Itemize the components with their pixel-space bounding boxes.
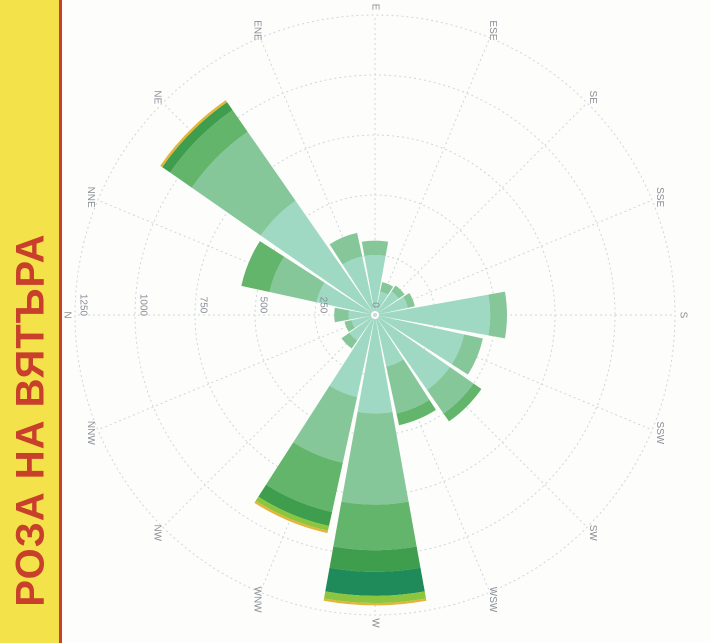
radial-tick-label: 500	[257, 297, 268, 314]
direction-label-nnw: NNW	[85, 421, 96, 445]
direction-label-wsw: WSW	[487, 587, 498, 613]
bar-segment-wsw-3	[396, 399, 436, 426]
bar-segment-w-5	[325, 567, 425, 596]
bar-segment-ene-1	[342, 256, 375, 312]
radial-tick-label: 1000	[137, 294, 148, 317]
grid-spoke	[374, 102, 588, 316]
bar-segment-ne-4	[162, 102, 233, 173]
direction-label-se: SE	[587, 91, 598, 105]
bar-segment-w-7	[323, 598, 427, 606]
bar-segment-ssw-1	[378, 315, 465, 365]
bar-segment-wsw-2	[386, 359, 430, 414]
direction-label-s: S	[677, 312, 688, 319]
wind-bars	[160, 100, 507, 606]
bar-segment-nnw-2	[344, 320, 355, 332]
bar-segment-nne-1	[316, 282, 372, 315]
wind-rose-svg: N NNE NE ENE E ESE SE SSE S SSW SW WSW W WNW NW NNW 0 250…	[64, 4, 688, 629]
bar-segment-w-6	[323, 591, 427, 603]
grid-spoke	[162, 314, 376, 528]
bar-segment-w-3	[333, 501, 417, 551]
radial-tick-label: 250	[317, 297, 328, 314]
radial-tick-labels: 0 250 500 750 1000 1250	[77, 294, 380, 317]
bar-segment-sse-1	[378, 296, 408, 315]
bar-segment-nw-1	[349, 317, 373, 341]
direction-label-sse: SSE	[654, 187, 665, 207]
bar-segment-wnw-4	[258, 484, 333, 527]
bar-segment-nnw-1	[351, 315, 372, 328]
bar-segment-wnw-6	[255, 496, 329, 531]
direction-label-ne: NE	[152, 90, 163, 104]
direction-label-n: N	[64, 311, 72, 318]
grid-spoke	[97, 314, 376, 431]
bar-segment-n-1	[348, 310, 372, 320]
radial-tick-label: 1250	[77, 294, 88, 317]
grid-spoke	[374, 37, 491, 316]
bar-segment-ne-2	[191, 131, 296, 236]
bar-segment-nne-2	[269, 256, 325, 303]
bar-segment-se-1	[377, 291, 399, 313]
direction-label-ene: ENE	[251, 20, 262, 41]
radial-tick-label: 750	[197, 297, 208, 314]
bar-segment-wnw-2	[293, 385, 358, 463]
radial-tick-label: 0	[369, 302, 380, 308]
bar-segment-n-2	[334, 307, 350, 323]
direction-label-ssw: SSW	[654, 421, 665, 444]
bar-segment-w-1	[357, 318, 393, 414]
direction-label-sw: SW	[587, 525, 598, 542]
bar-segment-sw-3	[443, 383, 482, 422]
bar-segment-e-2	[361, 240, 389, 256]
bar-segment-wnw-3	[266, 442, 343, 512]
grid-spoke	[374, 199, 653, 316]
bar-segment-ssw-2	[451, 334, 483, 375]
bar-segment-ne-7	[160, 100, 228, 168]
bar-segment-wnw-7	[254, 500, 328, 534]
bar-segment-ene-2	[329, 232, 363, 265]
direction-labels: N NNE NE ENE E ESE SE SSE S SSW SW WSW W WNW NW NNW	[64, 4, 688, 629]
bar-segment-nne-3	[241, 241, 285, 292]
bar-segment-wnw-1	[329, 318, 375, 398]
page-title: РОЗА НА ВЯТЪРА	[8, 233, 53, 607]
direction-label-nne: NNE	[85, 187, 96, 208]
direction-label-nw: NW	[152, 524, 163, 541]
bar-segment-sw-1	[377, 317, 450, 390]
direction-label-w: W	[369, 618, 380, 628]
bar-segment-e-1	[364, 254, 386, 312]
bar-segment-s-2	[488, 291, 507, 339]
bar-segment-wsw-1	[375, 318, 404, 367]
bar-segment-ese-1	[375, 291, 388, 312]
bar-segment-nw-2	[341, 332, 358, 349]
bar-segment-sw-2	[427, 367, 474, 414]
grid-ring	[74, 14, 676, 616]
bar-segment-ne-3	[170, 110, 248, 188]
direction-label-wnw: WNW	[251, 587, 262, 614]
direction-label-ese: ESE	[487, 20, 498, 40]
title-banner: РОЗА НА ВЯТЪРА	[0, 0, 62, 643]
bar-segment-ne-1	[260, 200, 373, 313]
bar-segment-sse-2	[403, 292, 415, 308]
bar-segment-se-2	[391, 285, 405, 299]
bar-segment-w-2	[341, 411, 409, 505]
bar-segment-w-4	[329, 546, 421, 572]
wind-rose-chart: N NNE NE ENE E ESE SE SSE S SSW SW WSW W WNW NW NNW 0 250…	[64, 0, 711, 643]
bar-segment-s-1	[378, 294, 491, 336]
bar-segment-ese-2	[380, 282, 394, 295]
direction-label-e: E	[369, 4, 380, 11]
